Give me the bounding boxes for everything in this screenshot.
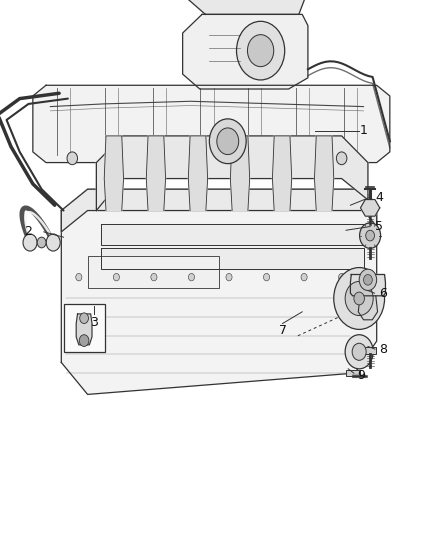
Text: 3: 3 [90, 316, 98, 329]
Circle shape [37, 237, 46, 248]
Circle shape [334, 268, 385, 329]
Circle shape [209, 119, 246, 164]
Circle shape [23, 234, 37, 251]
Polygon shape [146, 136, 166, 211]
Circle shape [237, 21, 285, 80]
Circle shape [46, 234, 60, 251]
Polygon shape [183, 14, 308, 89]
Circle shape [345, 281, 373, 316]
Circle shape [264, 273, 270, 281]
Bar [88, 256, 219, 288]
Polygon shape [188, 136, 208, 211]
Polygon shape [360, 199, 380, 216]
Circle shape [336, 152, 347, 165]
Text: 4: 4 [375, 191, 383, 204]
Polygon shape [272, 136, 292, 211]
Circle shape [352, 343, 366, 360]
Polygon shape [188, 0, 304, 14]
Circle shape [247, 35, 274, 67]
Circle shape [226, 273, 232, 281]
Text: 7: 7 [279, 324, 286, 337]
Polygon shape [96, 136, 368, 211]
Circle shape [345, 335, 373, 369]
Text: 2: 2 [25, 225, 32, 238]
Text: 5: 5 [375, 220, 383, 233]
Circle shape [76, 273, 82, 281]
Polygon shape [76, 314, 92, 345]
Polygon shape [33, 85, 390, 163]
Bar [364, 347, 376, 354]
Circle shape [360, 223, 381, 248]
Polygon shape [61, 189, 377, 232]
Circle shape [301, 273, 307, 281]
Circle shape [79, 335, 89, 346]
Circle shape [80, 313, 88, 324]
Circle shape [339, 273, 345, 281]
Circle shape [366, 230, 374, 241]
Circle shape [67, 152, 78, 165]
Bar [64, 304, 105, 352]
Polygon shape [358, 296, 378, 320]
Circle shape [188, 273, 194, 281]
Polygon shape [314, 136, 334, 211]
Circle shape [354, 292, 364, 305]
Circle shape [359, 269, 377, 290]
Polygon shape [350, 274, 385, 296]
Polygon shape [61, 189, 377, 394]
Bar [346, 370, 360, 376]
Polygon shape [101, 224, 364, 245]
Text: 6: 6 [379, 287, 387, 300]
Polygon shape [230, 136, 250, 211]
Polygon shape [101, 248, 364, 269]
Circle shape [113, 273, 120, 281]
Text: 9: 9 [357, 369, 365, 382]
Polygon shape [104, 136, 124, 211]
Text: 1: 1 [360, 124, 367, 137]
Circle shape [217, 128, 239, 155]
Circle shape [151, 273, 157, 281]
Circle shape [364, 274, 372, 285]
Text: 8: 8 [379, 343, 387, 356]
